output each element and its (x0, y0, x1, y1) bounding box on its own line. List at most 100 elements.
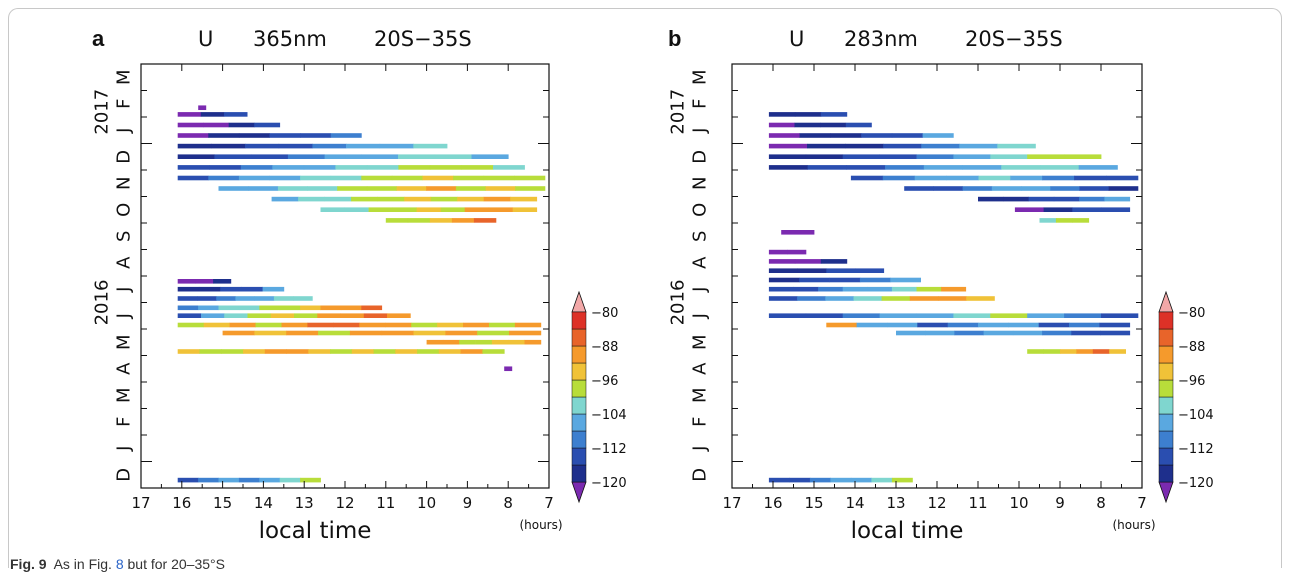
x-tick-label: 9 (463, 494, 473, 512)
x-tick-label: 10 (1009, 494, 1028, 512)
heatmap-cell (269, 133, 301, 138)
heatmap-cell (1053, 196, 1080, 202)
y-month-label: O (114, 203, 135, 217)
colorbar-tick-label: −96 (591, 374, 618, 389)
heatmap-cell (197, 296, 217, 301)
heatmap-cell (351, 349, 374, 354)
y-month-label: M (114, 69, 135, 85)
heatmap-cell (990, 154, 1028, 159)
x-axis-label: local time (851, 518, 964, 544)
heatmap-cell (277, 186, 308, 191)
heatmap-cell (198, 305, 219, 311)
x-tick-label: 16 (172, 494, 191, 512)
heatmap-cell (1104, 196, 1131, 202)
heatmap-cell (404, 196, 432, 202)
heatmap-cell (324, 196, 352, 202)
caption-figure-link[interactable]: 8 (115, 556, 124, 572)
heatmap-cell (429, 165, 462, 170)
heatmap-cell (475, 339, 493, 345)
y-year-label: 2017 (92, 89, 113, 135)
x-tick-label: 12 (335, 494, 354, 512)
heatmap-cell (398, 154, 436, 159)
panel-a: a U 365nm 20S−35SDJFMAMJJASONDJFM2016201717… (92, 26, 627, 544)
heatmap-cell (294, 313, 318, 318)
heatmap-cell (917, 322, 948, 328)
heatmap-cell (879, 313, 917, 318)
heatmap-cell (515, 186, 546, 191)
colorbar-segment (1158, 345, 1174, 364)
heatmap-cell (883, 143, 922, 149)
heatmap-cell (871, 477, 893, 483)
heatmap-cell (177, 349, 200, 354)
heatmap-cell (238, 305, 260, 311)
heatmap-cell (344, 207, 369, 212)
y-month-label: M (690, 334, 711, 350)
heatmap-cell (1064, 154, 1102, 159)
heatmap-cell (508, 339, 525, 345)
colorbar-tick-label: −88 (1178, 340, 1205, 355)
y-month-label: S (690, 231, 711, 242)
heatmap-cell (954, 330, 984, 336)
y-month-label: J (690, 313, 711, 319)
heatmap-cell (818, 286, 844, 292)
heatmap-cell (461, 165, 494, 170)
heatmap-cell (243, 349, 266, 354)
heatmap-cell (346, 143, 381, 149)
heatmap-cell (510, 196, 538, 202)
heatmap-cell (247, 313, 272, 318)
heatmap-cell (978, 196, 1004, 202)
heatmap-cell (881, 296, 911, 301)
colorbar-segment (1158, 328, 1174, 347)
heatmap-cell (830, 133, 862, 138)
y-month-label: D (114, 468, 135, 482)
x-tick-label: 12 (927, 494, 946, 512)
heatmap-cell (177, 477, 199, 483)
heatmap-cell (218, 186, 249, 191)
heatmap-cell (318, 330, 351, 336)
heatmap-cell (385, 218, 409, 223)
heatmap-cell (991, 186, 1022, 191)
colorbar-segment (1158, 447, 1174, 466)
panel-letter: a (92, 26, 105, 51)
heatmap-cell (411, 322, 438, 328)
heatmap-cell (990, 313, 1028, 318)
heatmap-cell (867, 286, 893, 292)
heatmap-cell (464, 207, 490, 212)
x-tick-label: 16 (763, 494, 782, 512)
heatmap-cell (983, 330, 1014, 336)
heatmap-cell (177, 143, 212, 149)
y-month-label: F (690, 99, 711, 109)
heatmap-cell (482, 349, 505, 354)
y-month-label: J (690, 446, 711, 452)
heatmap-cell (1027, 154, 1065, 159)
figure-frame (8, 8, 1282, 568)
heatmap-cell (1050, 186, 1080, 191)
colorbar-segment (571, 430, 587, 449)
x-tick-label: 17 (722, 494, 741, 512)
heatmap-cell (896, 330, 926, 336)
heatmap-cell (471, 154, 509, 159)
heatmap-cell (768, 477, 790, 483)
heatmap-cell (768, 286, 794, 292)
colorbar-tick-label: −104 (1178, 408, 1214, 423)
heatmap-cell (830, 477, 852, 483)
heatmap-cell (229, 322, 256, 328)
x-tick-label: 15 (213, 494, 232, 512)
heatmap-cell (794, 112, 822, 117)
heatmap-cell (1010, 175, 1043, 181)
heatmap-cell (1100, 330, 1131, 336)
heatmap-cell (177, 112, 202, 117)
heatmap-cell (887, 322, 918, 328)
colorbar-segment (1158, 464, 1174, 483)
heatmap-cell (460, 349, 483, 354)
heatmap-point (504, 366, 513, 372)
heatmap-cell (946, 175, 979, 181)
heatmap-cell (1003, 196, 1029, 202)
plot-frame (140, 63, 550, 489)
heatmap-cell (177, 122, 204, 128)
colorbar-segment (1158, 396, 1174, 415)
heatmap-cell (211, 143, 246, 149)
heatmap-cell (483, 196, 511, 202)
colorbar-segment (1158, 362, 1174, 381)
heatmap-cell (392, 207, 417, 212)
